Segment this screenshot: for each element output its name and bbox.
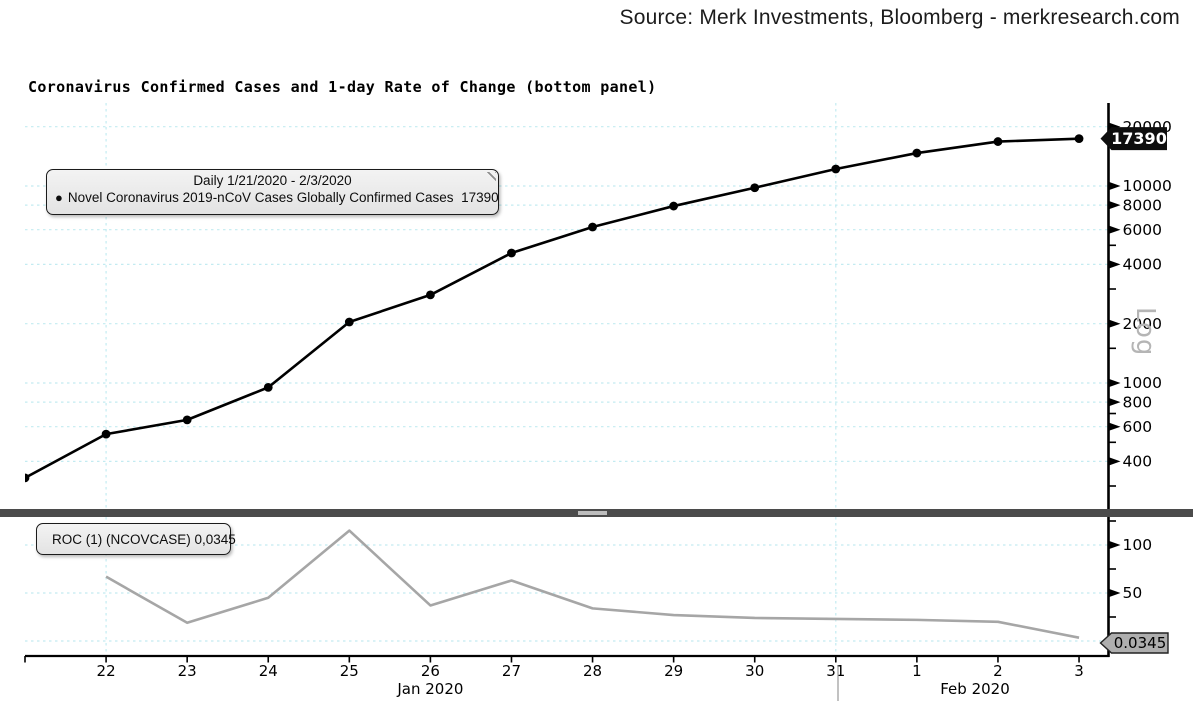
x-tick-label: 31 xyxy=(826,662,845,680)
x-tick-label: 1 xyxy=(912,662,922,680)
cases-point xyxy=(101,429,111,439)
y-tick-label: 800 xyxy=(1123,393,1153,411)
x-tick-label: 25 xyxy=(340,662,359,680)
month-label: Feb 2020 xyxy=(940,680,1010,698)
y-tick-label: 6000 xyxy=(1123,221,1162,239)
main-series-legend[interactable]: Daily 1/21/2020 - 2/3/2020 ● Novel Corona… xyxy=(46,169,499,215)
series-marker-icon: ● xyxy=(55,190,63,205)
y-minor-tick xyxy=(1107,244,1116,247)
y-tick-arrow xyxy=(1107,200,1121,210)
y-tick-arrow xyxy=(1107,378,1121,388)
y-minor-tick xyxy=(1107,347,1116,350)
y-tick-label: 50 xyxy=(1123,584,1143,602)
panel-divider-handle[interactable] xyxy=(578,511,607,515)
last-price-badge-label: 17390 xyxy=(1111,129,1167,148)
x-tick-label: 29 xyxy=(664,662,683,680)
cases-point xyxy=(588,222,597,232)
x-tick-label: 28 xyxy=(583,662,602,680)
x-tick-label: 2 xyxy=(993,662,1003,680)
y-tick-arrow xyxy=(1107,397,1121,407)
y-tick-arrow xyxy=(1107,422,1121,432)
cases-point xyxy=(263,382,273,392)
y-minor-tick xyxy=(1107,412,1116,415)
y-tick-label: 8000 xyxy=(1123,196,1162,214)
roc-legend-label: ROC (1) (NCOVCASE) 0,0345 xyxy=(52,531,236,547)
log-scale-label: Log xyxy=(1130,307,1160,356)
y-tick-arrow xyxy=(1107,588,1121,598)
cases-point xyxy=(507,248,516,258)
y-tick-label: 100 xyxy=(1123,536,1153,554)
y-minor-tick xyxy=(1107,288,1116,290)
source-attribution: Source: Merk Investments, Bloomberg - me… xyxy=(619,6,1180,29)
cases-point xyxy=(669,201,679,211)
y-tick-label: 1000 xyxy=(1123,374,1162,392)
x-tick-label: 30 xyxy=(745,662,764,680)
series-legend-label: Novel Coronavirus 2019-nCoV Cases Global… xyxy=(67,190,454,205)
cases-series xyxy=(25,134,1084,483)
y-tick-arrow xyxy=(1107,259,1121,269)
cases-point xyxy=(750,183,760,193)
series-legend-value: 17390 xyxy=(461,190,499,205)
y-tick-arrow xyxy=(1107,225,1121,235)
cases-point xyxy=(993,137,1003,146)
cases-point xyxy=(182,415,192,425)
cases-point xyxy=(426,290,435,300)
panel-divider[interactable] xyxy=(0,509,1193,517)
y-minor-tick xyxy=(1107,485,1116,487)
cases-point xyxy=(831,164,841,174)
y-tick-label: 600 xyxy=(1123,418,1153,436)
y-tick-arrow xyxy=(1107,181,1121,191)
y-minor-tick xyxy=(1107,520,1116,522)
last-price-badge xyxy=(1100,127,1167,151)
x-tick-label: 27 xyxy=(502,662,521,680)
y-minor-tick xyxy=(1107,616,1116,618)
month-label: Jan 2020 xyxy=(396,680,463,698)
y-tick-arrow xyxy=(1107,540,1121,550)
y-minor-tick xyxy=(1107,441,1116,444)
cases-line xyxy=(25,137,1080,479)
cases-point xyxy=(25,473,30,483)
y-tick-arrow xyxy=(1107,456,1121,466)
cases-point xyxy=(1074,134,1084,144)
y-minor-tick xyxy=(1107,568,1116,570)
y-tick-label: 400 xyxy=(1123,453,1153,471)
roc-line xyxy=(105,529,1080,639)
cases-point xyxy=(912,148,922,158)
y-tick-label: 2000 xyxy=(1123,315,1162,333)
x-tick-label: 24 xyxy=(259,662,278,680)
x-tick-label: 23 xyxy=(178,662,197,680)
roc-value-badge xyxy=(1099,632,1169,654)
y-tick-label: 10000 xyxy=(1123,177,1172,195)
x-tick-label: 22 xyxy=(97,662,116,680)
x-tick-label: 26 xyxy=(421,662,440,680)
roc-legend[interactable]: ROC (1) (NCOVCASE) 0,0345 xyxy=(36,523,236,555)
y-tick-label: 4000 xyxy=(1123,256,1162,274)
roc-value-badge-label: 0.0345 xyxy=(1114,634,1167,652)
x-tick-label: 3 xyxy=(1074,662,1084,680)
y-tick-arrow xyxy=(1107,319,1121,329)
cases-point xyxy=(344,317,354,327)
legend-period-label: Daily 1/21/2020 - 2/3/2020 xyxy=(193,173,352,188)
chart-title: Coronavirus Confirmed Cases and 1-day Ra… xyxy=(28,78,657,96)
